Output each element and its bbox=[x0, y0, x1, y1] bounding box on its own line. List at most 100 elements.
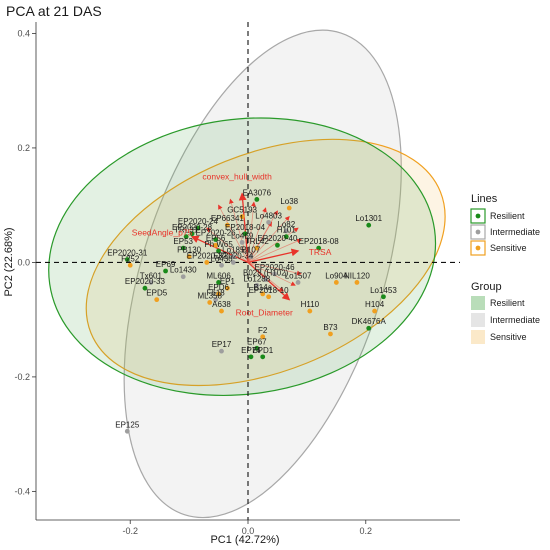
point-sensitive bbox=[354, 280, 360, 285]
x-tick-label: 0.2 bbox=[360, 526, 373, 536]
point-resilient bbox=[254, 345, 260, 351]
legend-lines-label: Resilient bbox=[490, 211, 525, 221]
y-tick-label: -0.2 bbox=[14, 372, 30, 382]
variable-label: convex_hull_width bbox=[202, 172, 272, 182]
loading-arrow bbox=[206, 227, 249, 263]
point-label: PB130 bbox=[177, 246, 202, 255]
legend-group-title: Group bbox=[471, 281, 502, 293]
point-resilient bbox=[124, 257, 130, 262]
variable-label: TRSA bbox=[309, 247, 332, 257]
point-label: Lo1301 bbox=[355, 214, 382, 223]
variable-label: Root_Diameter bbox=[236, 308, 293, 318]
legend: Lines Group Resilient Intermediate Sensiti… bbox=[470, 193, 540, 344]
point-intermediate bbox=[230, 254, 236, 260]
legend-lines-title: Lines bbox=[471, 193, 498, 205]
point-resilient bbox=[316, 245, 322, 251]
loading-arrow bbox=[247, 248, 300, 264]
point-sensitive bbox=[328, 331, 333, 337]
legend-group-key-box bbox=[471, 330, 485, 344]
point-label: H101 bbox=[277, 226, 297, 235]
point-resilient bbox=[366, 325, 372, 331]
point-label: EP2020-34 bbox=[213, 251, 254, 260]
point-intermediate bbox=[213, 297, 219, 303]
point-resilient bbox=[260, 354, 266, 360]
point-label: EP1 bbox=[220, 277, 236, 286]
point-label: Lo82 bbox=[277, 220, 295, 229]
point-label: EP69 bbox=[156, 260, 176, 269]
y-tick-label: 0.4 bbox=[17, 28, 30, 38]
legend-lines-key-point bbox=[475, 213, 481, 219]
loading-arrow bbox=[247, 207, 267, 263]
point-resilient bbox=[381, 294, 386, 300]
point-sensitive bbox=[216, 291, 221, 297]
point-label: B107 bbox=[242, 246, 261, 255]
point-label: EP2020-24 bbox=[178, 217, 219, 226]
legend-lines-key-point bbox=[475, 245, 481, 251]
point-intermediate bbox=[248, 254, 254, 260]
point-label: B73 bbox=[323, 323, 338, 332]
point-resilient bbox=[142, 285, 148, 291]
legend-lines-key-point bbox=[475, 229, 481, 235]
y-tick-label: 0.0 bbox=[17, 257, 30, 267]
y-axis-label: PC2 (22.68%) bbox=[3, 227, 15, 296]
point-resilient bbox=[248, 354, 254, 360]
point-resilient bbox=[183, 234, 189, 240]
chart-title: PCA at 21 DAS bbox=[6, 3, 102, 19]
point-label: Lo1430 bbox=[170, 266, 197, 275]
point-label: Lo185 bbox=[222, 246, 245, 255]
point-label: B028 (H102) bbox=[243, 269, 289, 278]
point-sensitive bbox=[224, 285, 230, 291]
point-label: EP53 bbox=[173, 237, 193, 246]
point-label: EPD1 bbox=[252, 346, 273, 355]
point-label: EP17 bbox=[212, 340, 232, 349]
legend-group-key-box bbox=[471, 313, 485, 327]
point-label: F618 bbox=[206, 289, 225, 298]
point-label: GC5193 bbox=[227, 206, 257, 215]
legend-group-key-box bbox=[471, 296, 485, 310]
loading-arrow bbox=[238, 192, 249, 263]
point-label: EP74 bbox=[241, 346, 261, 355]
point-resilient bbox=[213, 237, 219, 242]
point-label: DK4676A bbox=[352, 317, 387, 326]
point-resilient bbox=[195, 225, 201, 231]
point-label: Lo904 bbox=[325, 271, 348, 280]
loading-arrow bbox=[247, 238, 302, 263]
point-intermediate bbox=[266, 219, 272, 225]
point-sensitive bbox=[213, 242, 219, 248]
loading-arrow bbox=[247, 216, 290, 263]
point-sensitive bbox=[286, 205, 292, 211]
x-tick-label: -0.2 bbox=[122, 526, 138, 536]
point-resilient bbox=[283, 234, 289, 240]
point-intermediate bbox=[219, 262, 224, 268]
point-resilient bbox=[189, 231, 195, 237]
point-intermediate bbox=[295, 280, 301, 285]
legend-lines-label: Sensitive bbox=[490, 243, 527, 253]
loading-arrow bbox=[247, 201, 256, 263]
point-sensitive bbox=[333, 280, 339, 285]
point-label: F2 bbox=[258, 326, 268, 335]
point-label: A638 bbox=[212, 300, 231, 309]
point-intermediate bbox=[283, 228, 289, 234]
point-sensitive bbox=[154, 297, 160, 303]
point-label: Ph W65 bbox=[204, 240, 233, 249]
point-label: TRL31 bbox=[174, 226, 199, 235]
point-label: Lo1288 bbox=[243, 274, 270, 283]
point-label: NIL120 bbox=[344, 271, 370, 280]
point-label: TRL42 bbox=[245, 237, 270, 246]
point-sensitive bbox=[127, 262, 133, 268]
point-intermediate bbox=[254, 282, 260, 288]
point-sensitive bbox=[207, 300, 213, 305]
point-resilient bbox=[216, 248, 221, 254]
x-axis-label: PC1 (42.72%) bbox=[210, 534, 279, 546]
y-tick-label: -0.4 bbox=[14, 486, 30, 496]
point-intermediate bbox=[124, 428, 130, 434]
point-label: H110 bbox=[301, 300, 320, 309]
ellipse-resilient bbox=[48, 117, 437, 396]
x-tick-label: 0.0 bbox=[242, 526, 255, 536]
point-sensitive bbox=[204, 260, 210, 265]
loading-arrow bbox=[247, 227, 299, 263]
point-label: Lo38 bbox=[280, 197, 298, 206]
point-resilient bbox=[275, 242, 280, 248]
y-tick-label: 0.2 bbox=[17, 143, 30, 153]
